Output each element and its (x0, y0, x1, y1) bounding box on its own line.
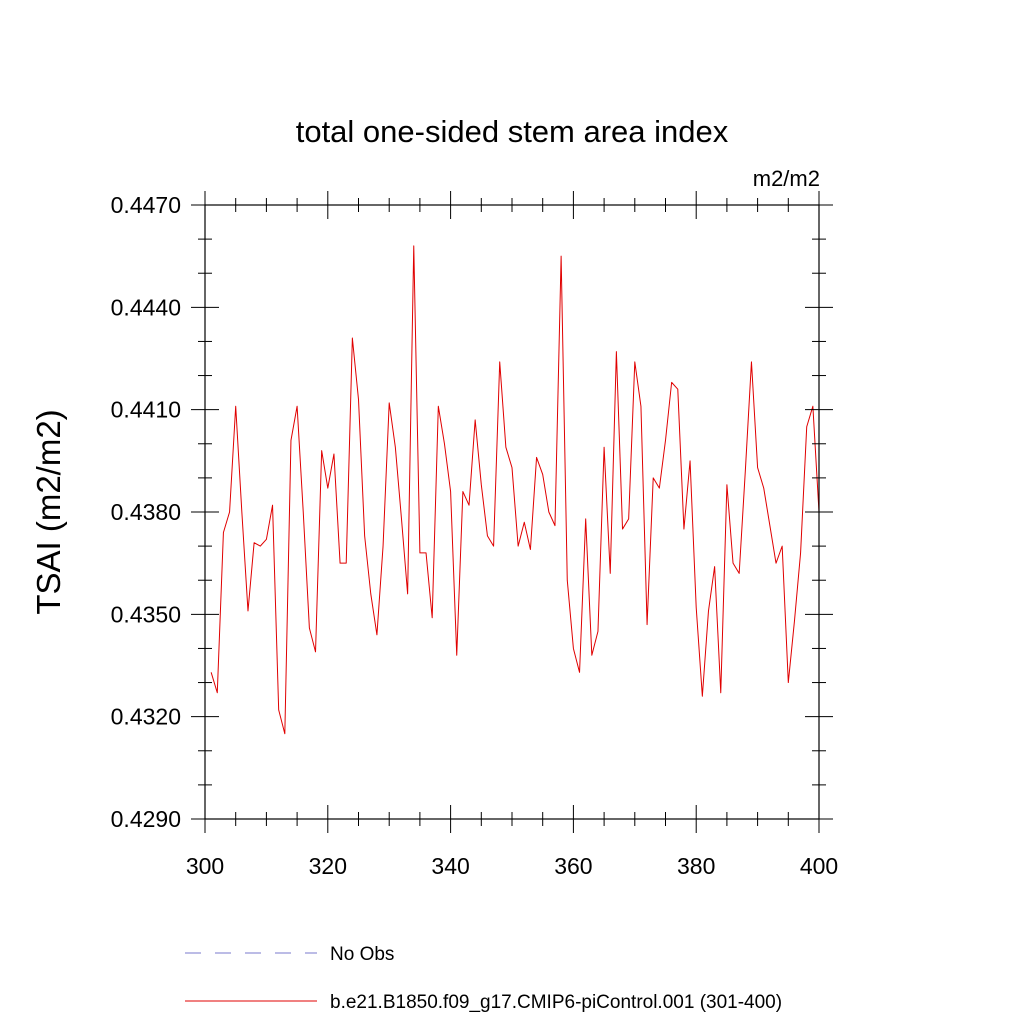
x-tick-label: 340 (431, 853, 469, 879)
plot-frame (204, 204, 820, 820)
legend-label-model: b.e21.B1850.f09_g17.CMIP6-piControl.001 … (330, 992, 782, 1013)
legend: No Obs b.e21.B1850.f09_g17.CMIP6-piContr… (185, 944, 782, 1013)
series-line-0 (210, 245, 820, 735)
units-label: m2/m2 (753, 166, 820, 191)
legend-label-no-obs: No Obs (330, 944, 394, 965)
y-tick-label: 0.4320 (111, 704, 181, 730)
x-tick-label: 380 (677, 853, 715, 879)
y-tick-label: 0.4470 (111, 192, 181, 218)
x-tick-label: 400 (800, 853, 838, 879)
ticks-layer (191, 191, 833, 833)
x-tick-label: 300 (186, 853, 224, 879)
y-tick-labels: 0.4290 0.4320 0.4350 0.4380 0.4410 0.4440 0.44… (111, 192, 181, 832)
y-tick-label: 0.4410 (111, 397, 181, 423)
y-tick-label: 0.4350 (111, 601, 181, 627)
chart-title: total one-sided stem area index (296, 114, 729, 149)
y-tick-label: 0.4440 (111, 294, 181, 320)
y-tick-label: 0.4290 (111, 806, 181, 832)
x-tick-labels: 300 320 340 360 380 400 (186, 853, 838, 879)
x-tick-label: 360 (554, 853, 592, 879)
y-tick-label: 0.4380 (111, 499, 181, 525)
y-axis-label: TSAI (m2/m2) (30, 409, 67, 614)
series-layer (210, 245, 820, 735)
x-tick-label: 320 (309, 853, 347, 879)
